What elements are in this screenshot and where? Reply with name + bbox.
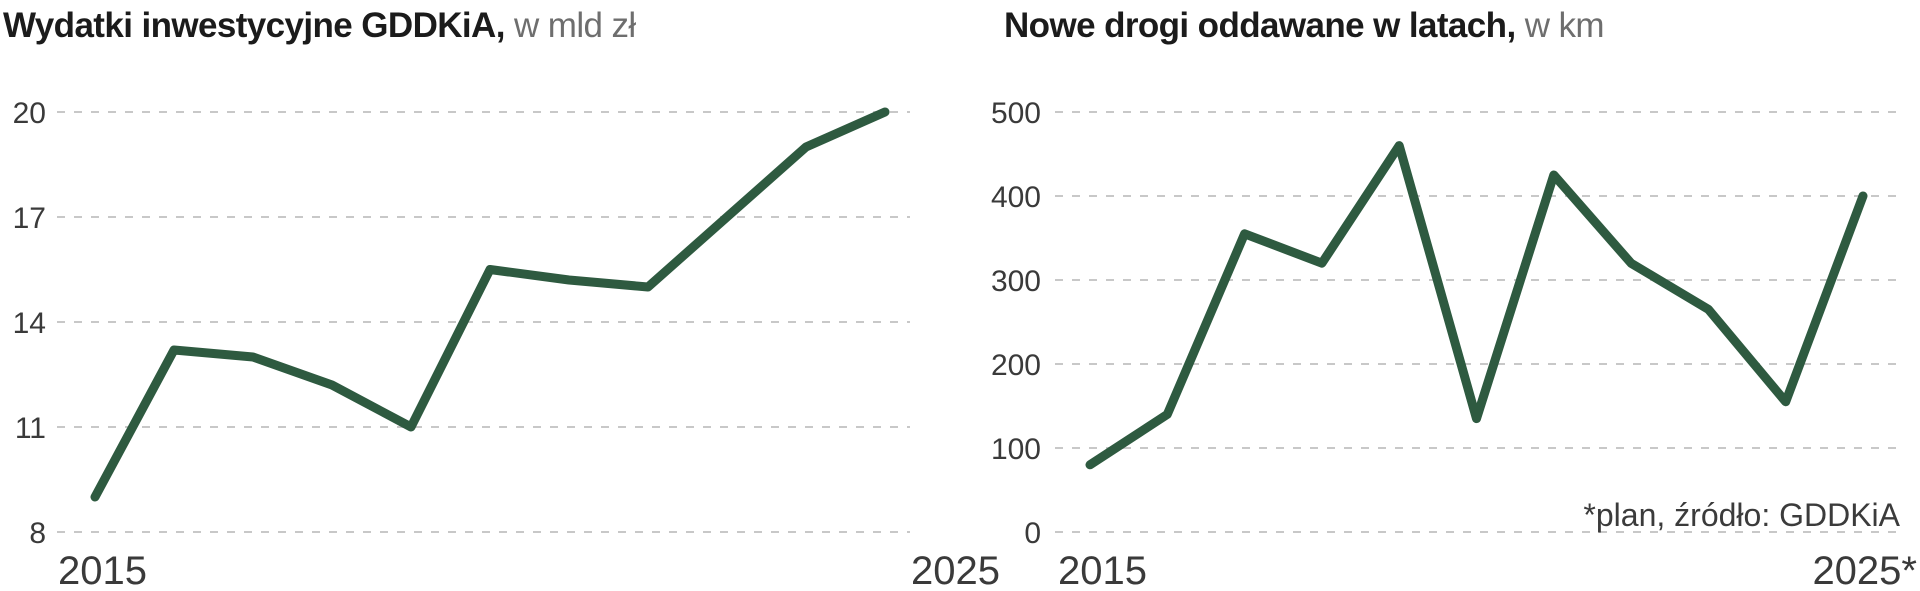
right-chart-title: Nowe drogi oddawane w latach, w km [1004, 4, 1605, 48]
left-chart-y-tick-label: 20 [13, 97, 46, 130]
right-chart-x-tick-label-start: 2015 [1058, 549, 1147, 591]
footnote-source: *plan, źródło: GDDKiA [1583, 497, 1900, 533]
left-chart-x-tick-label-start: 2015 [58, 549, 147, 591]
left-chart-title-text: Wydatki inwestycyjne GDDKiA, [3, 6, 505, 45]
right-chart-y-tick-label: 500 [991, 97, 1041, 130]
right-chart-y-tick-label: 400 [991, 181, 1041, 214]
left-chart-data-line [90, 107, 890, 502]
right-chart-x-tick-label-end: 2025* [1812, 549, 1917, 591]
left-chart-title: Wydatki inwestycyjne GDDKiA, w mld zł [3, 4, 636, 48]
right-chart-unit-label: w km [1524, 6, 1605, 45]
left-chart-x-tick-label-end: 2025 [911, 549, 1000, 591]
right-chart-y-tick-label: 200 [991, 349, 1041, 382]
right-chart-y-tick-label: 0 [1024, 517, 1041, 550]
right-chart-data-line [1085, 141, 1868, 470]
left-chart-y-tick-label: 17 [13, 202, 46, 235]
left-chart-y-tick-label: 14 [13, 307, 46, 340]
right-chart-y-tick-label: 300 [991, 265, 1041, 298]
left-chart-unit-label: w mld zł [514, 6, 636, 45]
right-chart-y-tick-label: 100 [991, 433, 1041, 466]
left-chart-y-tick-label: 11 [15, 412, 46, 445]
right-chart-title-text: Nowe drogi oddawane w latach, [1004, 6, 1516, 45]
left-chart-y-tick-label: 8 [29, 517, 46, 550]
